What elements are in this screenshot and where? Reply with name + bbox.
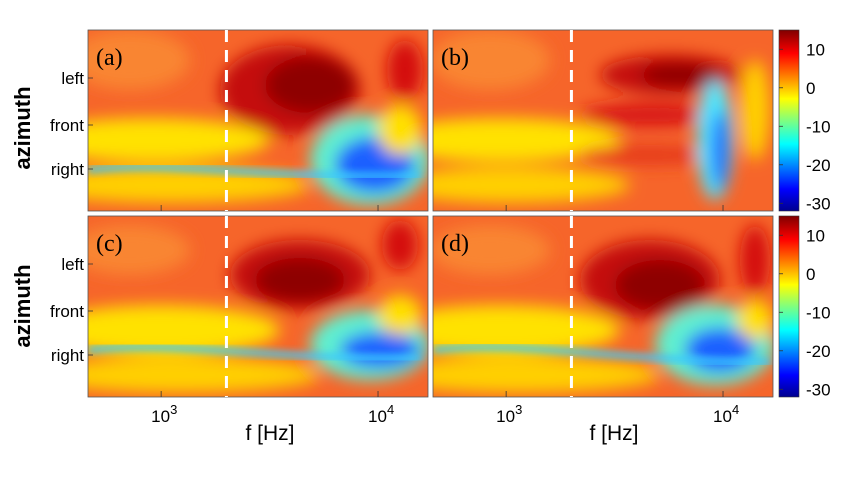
colorbar-tick-label: -20 (806, 156, 831, 175)
y-tick-label: right (51, 346, 84, 365)
heatmap-b (433, 30, 773, 211)
reference-lines (224, 30, 573, 397)
colorbar-tick-label: -30 (806, 194, 831, 213)
frame-b (432, 29, 774, 212)
colorbar-tick-label: 10 (806, 40, 825, 59)
x-tick-label: 104 (713, 402, 739, 426)
colorbar-tick-label: 10 (806, 226, 825, 245)
y-axis-title-bottom: azimuth (10, 264, 35, 347)
frame-d (432, 215, 774, 398)
colorbar-tick-label: -10 (806, 117, 831, 136)
x-tick-label: 103 (151, 402, 177, 426)
y-tick-label: right (51, 160, 84, 179)
colorbar-tick-label: -20 (806, 342, 831, 361)
colorbar-bottom: 10 0 -10 -20 -30 (778, 215, 831, 399)
y-tick-label: front (50, 302, 84, 321)
colorbar-top: 10 0 -10 -20 -30 (778, 29, 831, 213)
panel-label-b: (b) (441, 45, 469, 71)
x-tick-label: 104 (368, 402, 394, 426)
panel-c: (c) (87, 215, 429, 398)
y-tick-label: front (50, 116, 84, 135)
panel-d: (d) (432, 215, 774, 398)
y-tick-label: left (61, 69, 84, 88)
x-tick-label: 103 (496, 402, 522, 426)
colorbar-tick-label: 0 (806, 265, 815, 284)
colorbar-tick-label: -10 (806, 303, 831, 322)
panel-label-d: (d) (441, 231, 469, 257)
heatmap-c (88, 216, 428, 397)
frame-a (87, 29, 429, 212)
panel-a: (a) (87, 29, 429, 212)
heatmap-a (88, 30, 428, 211)
x-axis-title-right: f [Hz] (589, 422, 638, 445)
panel-label-c: (c) (96, 231, 123, 257)
y-tick-labels: left front right left front right (50, 69, 93, 365)
colorbar-tick-label: -30 (806, 380, 831, 399)
panel-label-a: (a) (96, 45, 123, 71)
heatmap-d (433, 216, 773, 397)
y-tick-label: left (61, 255, 84, 274)
colorbar-tick-label: 0 (806, 79, 815, 98)
panel-b: (b) (432, 29, 774, 212)
y-axis-title-top: azimuth (10, 86, 35, 169)
frame-c (87, 215, 429, 398)
x-axis-title-left: f [Hz] (245, 422, 294, 445)
